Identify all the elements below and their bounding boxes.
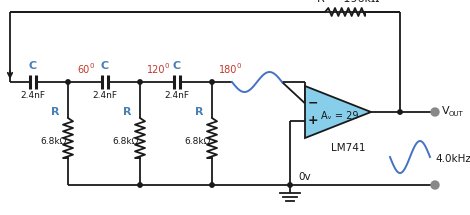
Text: C: C bbox=[29, 61, 37, 71]
Text: 4.0kHz: 4.0kHz bbox=[435, 154, 470, 164]
Text: 6.8kΩ: 6.8kΩ bbox=[41, 138, 67, 146]
Text: V: V bbox=[442, 106, 450, 116]
Text: R: R bbox=[51, 107, 59, 117]
Text: R: R bbox=[195, 107, 203, 117]
Circle shape bbox=[288, 183, 292, 187]
Text: 120: 120 bbox=[147, 65, 165, 75]
Text: LM741: LM741 bbox=[331, 143, 365, 153]
Text: 6.8kΩ: 6.8kΩ bbox=[185, 138, 211, 146]
Text: 0: 0 bbox=[89, 63, 94, 69]
Text: R: R bbox=[123, 107, 131, 117]
Circle shape bbox=[398, 110, 402, 114]
Text: 6.8kΩ: 6.8kΩ bbox=[113, 138, 139, 146]
Circle shape bbox=[431, 108, 439, 116]
Circle shape bbox=[210, 80, 214, 84]
Text: = 196kΩ: = 196kΩ bbox=[327, 0, 379, 4]
Circle shape bbox=[66, 80, 70, 84]
Polygon shape bbox=[305, 86, 371, 138]
Text: 2.4nF: 2.4nF bbox=[164, 92, 189, 100]
Text: −: − bbox=[308, 97, 318, 110]
Text: 60: 60 bbox=[78, 65, 90, 75]
Text: 2.4nF: 2.4nF bbox=[21, 92, 46, 100]
Text: 0: 0 bbox=[236, 63, 241, 69]
Text: +: + bbox=[308, 114, 318, 127]
Text: 0v: 0v bbox=[298, 172, 311, 182]
Circle shape bbox=[210, 183, 214, 187]
Circle shape bbox=[138, 80, 142, 84]
Text: 0: 0 bbox=[164, 63, 169, 69]
Text: R: R bbox=[317, 0, 325, 4]
Circle shape bbox=[431, 181, 439, 189]
Text: Aᵥ = 29: Aᵥ = 29 bbox=[321, 111, 359, 121]
Circle shape bbox=[138, 183, 142, 187]
Text: OUT: OUT bbox=[449, 111, 464, 117]
Text: C: C bbox=[173, 61, 181, 71]
Text: 180: 180 bbox=[219, 65, 237, 75]
Text: C: C bbox=[101, 61, 109, 71]
Text: 2.4nF: 2.4nF bbox=[93, 92, 118, 100]
